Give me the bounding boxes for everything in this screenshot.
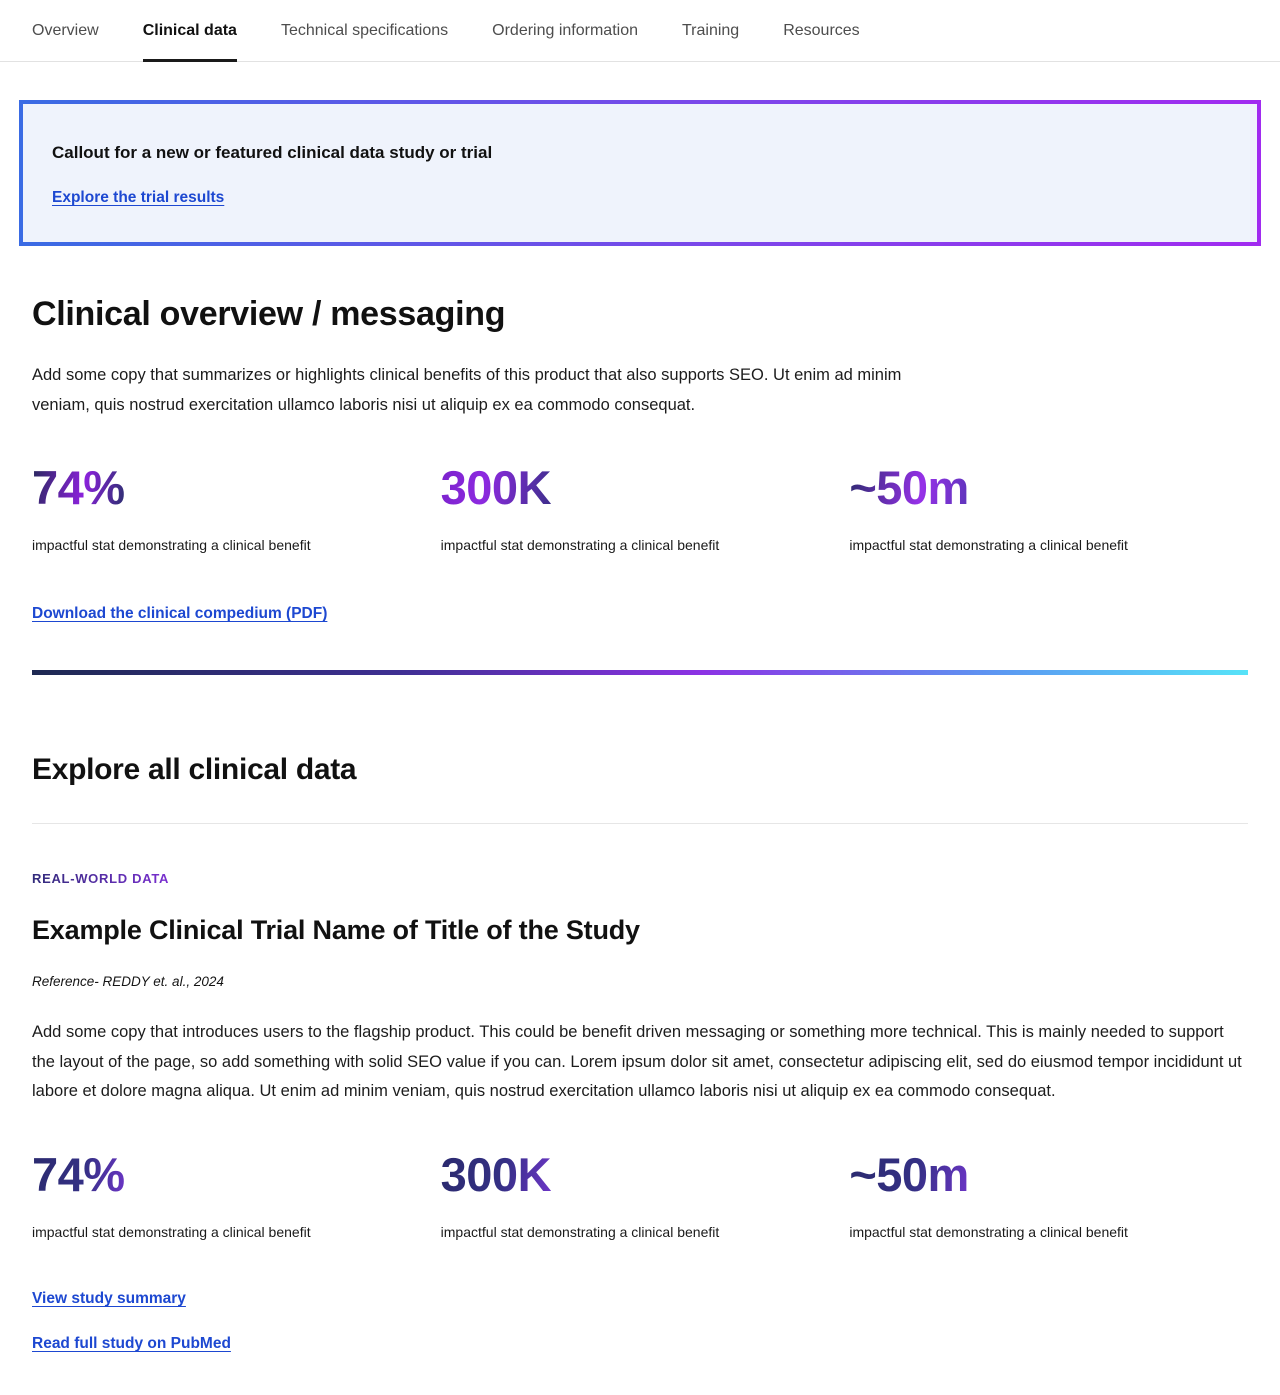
clinical-overview-body: Add some copy that summarizes or highlig… bbox=[32, 366, 902, 415]
stat-item: ~50m impactful stat demonstrating a clin… bbox=[849, 460, 1248, 553]
stat-item: ~50m impactful stat demonstrating a clin… bbox=[849, 1147, 1248, 1240]
study-body: Add some copy that introduces users to t… bbox=[32, 1023, 1242, 1101]
tab-resources[interactable]: Resources bbox=[783, 22, 860, 39]
stat-item: 74% impactful stat demonstrating a clini… bbox=[32, 460, 431, 553]
study-reference: Reference- REDDY et. al., 2024 bbox=[32, 974, 224, 990]
overview-stats-row: 74% impactful stat demonstrating a clini… bbox=[32, 460, 1248, 553]
study-title: Example Clinical Trial Name of Title of … bbox=[32, 915, 640, 946]
bottom-padding bbox=[32, 1353, 1248, 1395]
stat-item: 74% impactful stat demonstrating a clini… bbox=[32, 1147, 431, 1240]
featured-trial-callout: Callout for a new or featured clinical d… bbox=[19, 100, 1261, 246]
stat-caption: impactful stat demonstrating a clinical … bbox=[849, 537, 1128, 554]
stat-item: 300K impactful stat demonstrating a clin… bbox=[441, 460, 840, 553]
real-world-data-eyebrow: REAL-WORLD DATA bbox=[32, 871, 170, 887]
stat-caption: impactful stat demonstrating a clinical … bbox=[440, 537, 720, 554]
read-full-study-pubmed-link[interactable]: Read full study on PubMed bbox=[32, 1335, 231, 1353]
tab-clinical-data[interactable]: Clinical data bbox=[142, 0, 237, 62]
stat-value: 74% bbox=[32, 461, 125, 515]
tab-ordering-information[interactable]: Ordering information bbox=[492, 22, 638, 39]
stat-value: ~50m bbox=[849, 461, 969, 515]
view-study-summary-link[interactable]: View study summary bbox=[32, 1290, 186, 1308]
callout-title: Callout for a new or featured clinical d… bbox=[52, 143, 493, 162]
stat-value: 74% bbox=[32, 1148, 125, 1202]
explore-trial-results-link[interactable]: Explore the trial results bbox=[52, 189, 225, 206]
stat-caption: impactful stat demonstrating a clinical … bbox=[849, 1224, 1128, 1241]
section-divider bbox=[32, 823, 1248, 825]
download-clinical-compendium-link[interactable]: Download the clinical compedium (PDF) bbox=[32, 605, 328, 623]
product-tab-nav: Overview Clinical data Technical specifi… bbox=[0, 0, 1280, 62]
tab-technical-specifications[interactable]: Technical specifications bbox=[280, 22, 449, 39]
stat-caption: impactful stat demonstrating a clinical … bbox=[32, 537, 311, 554]
study-stats-row: 74% impactful stat demonstrating a clini… bbox=[32, 1147, 1248, 1240]
stat-value: 300K bbox=[440, 1148, 552, 1202]
tab-training[interactable]: Training bbox=[681, 22, 740, 39]
stat-value: ~50m bbox=[849, 1148, 969, 1202]
stat-caption: impactful stat demonstrating a clinical … bbox=[32, 1224, 311, 1241]
gradient-divider bbox=[32, 670, 1248, 676]
stat-value: 300K bbox=[440, 461, 552, 515]
tab-overview[interactable]: Overview bbox=[32, 22, 99, 39]
clinical-overview-heading: Clinical overview / messaging bbox=[32, 295, 506, 333]
explore-clinical-data-heading: Explore all clinical data bbox=[32, 753, 357, 787]
stat-caption: impactful stat demonstrating a clinical … bbox=[440, 1224, 720, 1241]
stat-item: 300K impactful stat demonstrating a clin… bbox=[441, 1147, 840, 1240]
